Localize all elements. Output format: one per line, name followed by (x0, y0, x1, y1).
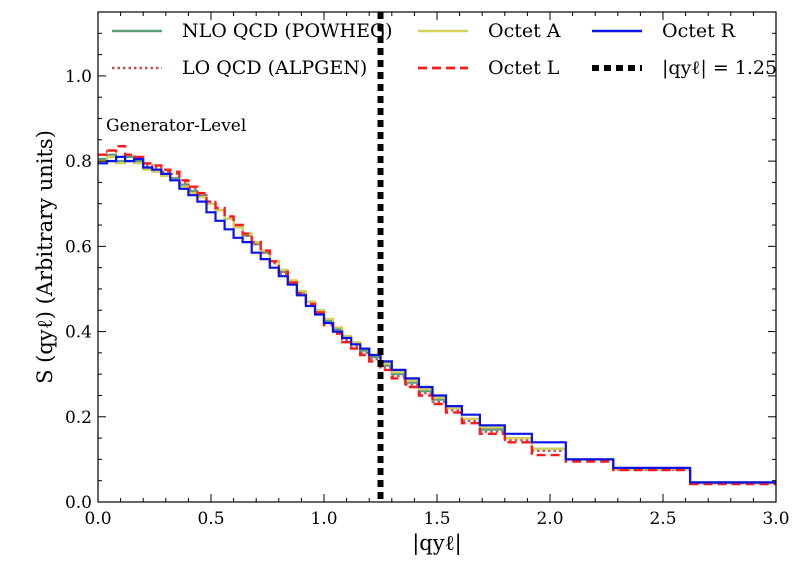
y-tick-label: 0.6 (65, 237, 92, 257)
x-tick-label: 3.0 (762, 509, 789, 529)
x-tick-label: 2.0 (536, 509, 563, 529)
generator-level-label: Generator-Level (106, 116, 246, 136)
series-line-1 (98, 149, 776, 485)
axes-ticks: 0.0 0.5 1.0 1.5 2.0 2.5 3.0 0.0 0.2 0.4 0.6 0.8 1.0 (65, 12, 790, 529)
legend-label-3: Octet L (488, 57, 560, 79)
x-axis-title: |qyℓ| (412, 531, 462, 556)
x-tick-label: 1.0 (310, 509, 337, 529)
y-tick-label: 0.4 (65, 323, 92, 343)
legend-label-2: Octet A (488, 20, 561, 42)
legend-label-0: NLO QCD (POWHEG) (182, 20, 393, 42)
x-tick-label: 0.0 (84, 509, 111, 529)
y-tick-label: 1.0 (65, 67, 92, 87)
series-line-2 (98, 155, 776, 484)
legend: NLO QCD (POWHEG) LO QCD (ALPGEN) Octet A Oc… (112, 20, 777, 79)
y-tick-label: 0.8 (65, 152, 92, 172)
series-line-0 (98, 153, 776, 484)
plot-frame (97, 11, 777, 503)
x-tick-label: 1.5 (423, 509, 450, 529)
series-line-3 (98, 145, 776, 486)
x-tick-label: 0.5 (197, 509, 224, 529)
legend-label-4: Octet R (662, 20, 736, 42)
x-tick-label: 2.5 (649, 509, 676, 529)
y-axis-title: S (qyℓ) (Arbitrary units) (33, 130, 57, 384)
legend-label-1: LO QCD (ALPGEN) (182, 57, 367, 79)
series-line-4 (98, 155, 776, 484)
y-tick-label: 0.2 (65, 408, 92, 428)
y-tick-label: 0.0 (65, 493, 92, 513)
plot-area (98, 12, 776, 502)
legend-label-5: |qyℓ| = 1.25 (662, 57, 777, 79)
